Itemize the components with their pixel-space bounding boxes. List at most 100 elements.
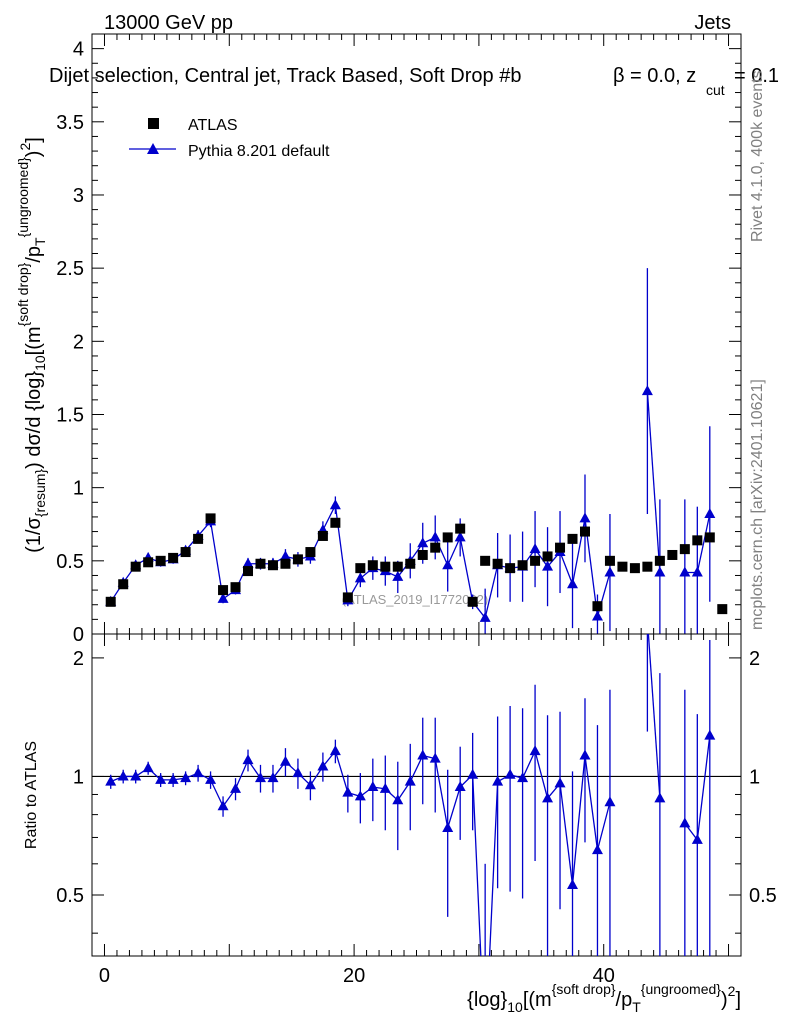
atlas-point [679, 544, 690, 555]
ratio-point [329, 745, 341, 756]
side-rivet-label: Rivet 4.1.0, 400k events [749, 70, 766, 242]
ratio-point [429, 752, 441, 763]
atlas-point [430, 542, 441, 553]
pythia-point [679, 566, 691, 577]
ratio-y-tick-label: 1 [73, 766, 84, 788]
atlas-point [542, 551, 553, 562]
x-tick-label: 40 [593, 965, 615, 987]
atlas-point [517, 560, 528, 571]
atlas-point [143, 557, 154, 568]
atlas-point [218, 585, 229, 596]
atlas-point [405, 558, 416, 569]
atlas-point [604, 555, 615, 566]
ratio-point [542, 792, 554, 803]
atlas-point [442, 532, 453, 543]
ratio-point [454, 781, 466, 792]
atlas-point [305, 547, 316, 558]
ratio-point [192, 767, 204, 778]
pythia-point [392, 570, 404, 581]
atlas-point [118, 579, 129, 590]
watermark-label: (ATLAS_2019_I1772062) [342, 592, 488, 607]
pythia-point [529, 543, 541, 554]
x-tick-label: 0 [99, 965, 110, 987]
pythia-point [604, 566, 616, 577]
atlas-point [292, 554, 303, 565]
pythia-point [654, 566, 666, 577]
atlas-point [592, 601, 603, 612]
pythia-point [704, 508, 716, 518]
ratio-point [517, 772, 529, 783]
plot-title-main: Dijet selection, Central jet, Track Base… [49, 65, 521, 87]
atlas-point [455, 523, 466, 534]
atlas-point [505, 563, 516, 574]
atlas-point [130, 561, 141, 572]
ratio-point [654, 792, 666, 803]
main-y-tick-label: 1 [73, 478, 84, 500]
ratio-frame [91, 633, 742, 957]
ratio-point [679, 817, 691, 828]
ratio-point [292, 767, 304, 778]
pythia-point [691, 566, 703, 577]
atlas-point [342, 592, 353, 603]
ratio-panel: 0.5 0.51 12 20 20 40 [56, 633, 777, 987]
pythia-point [417, 537, 429, 548]
atlas-point [243, 566, 254, 577]
main-y-tick-label: 2 [73, 331, 84, 353]
main-y-tick-label: 2.5 [56, 258, 84, 280]
ratio-point [579, 749, 591, 760]
atlas-point [555, 542, 566, 553]
pythia-point [542, 560, 554, 571]
atlas-point [105, 596, 116, 607]
x-tick-label: 20 [343, 965, 365, 987]
ratio-point [254, 772, 266, 783]
ratio-point [167, 773, 179, 784]
ratio-series [105, 634, 716, 956]
legend: ATLAS Pythia 8.201 default [129, 117, 330, 160]
ratio-y-tick-label-right: 0.5 [749, 885, 777, 907]
energy-label: 13000 GeV pp [104, 12, 233, 34]
ratio-y-tick-label: 0.5 [56, 885, 84, 907]
atlas-point [267, 560, 278, 571]
pythia-point [217, 592, 229, 603]
ratio-y-tick-label: 2 [73, 648, 84, 670]
ratio-point [180, 772, 192, 783]
ratio-point [529, 745, 541, 756]
ratio-point [205, 773, 217, 784]
ratio-point [591, 844, 603, 855]
ratio-point [354, 790, 366, 801]
ratio-point [367, 781, 379, 792]
legend-label-atlas: ATLAS [188, 117, 238, 134]
ratio-point [267, 772, 279, 783]
atlas-point [467, 596, 478, 607]
ratio-point [317, 760, 329, 771]
pythia-point [641, 385, 653, 396]
atlas-point [380, 561, 391, 572]
ratio-point [342, 786, 354, 797]
atlas-point [367, 560, 378, 571]
atlas-point [642, 561, 653, 572]
main-y-tick-label: 0 [73, 624, 84, 646]
atlas-point [717, 604, 728, 615]
atlas-point [355, 563, 366, 574]
atlas-point [280, 558, 291, 569]
ratio-point [117, 770, 129, 781]
ratio-point [604, 796, 616, 807]
ratio-y-tick-label-right: 2 [749, 648, 760, 670]
ratio-point [554, 777, 566, 788]
pythia-point [242, 557, 254, 568]
atlas-point [180, 547, 191, 558]
ratio-point [691, 833, 703, 844]
pythia-point [479, 611, 491, 622]
svg-text:Ratio to ATLAS: Ratio to ATLAS [23, 741, 40, 849]
ratio-point [467, 768, 479, 779]
ratio-point [392, 794, 404, 805]
ratio-y-axis-label: Ratio to ATLAS [23, 741, 40, 849]
atlas-point [255, 558, 266, 569]
atlas-point [317, 530, 328, 541]
pythia-point [354, 572, 366, 583]
pythia-point [591, 610, 603, 621]
atlas-point [617, 561, 628, 572]
main-y-tick-label: 3 [73, 185, 84, 207]
ratio-point [142, 762, 154, 773]
